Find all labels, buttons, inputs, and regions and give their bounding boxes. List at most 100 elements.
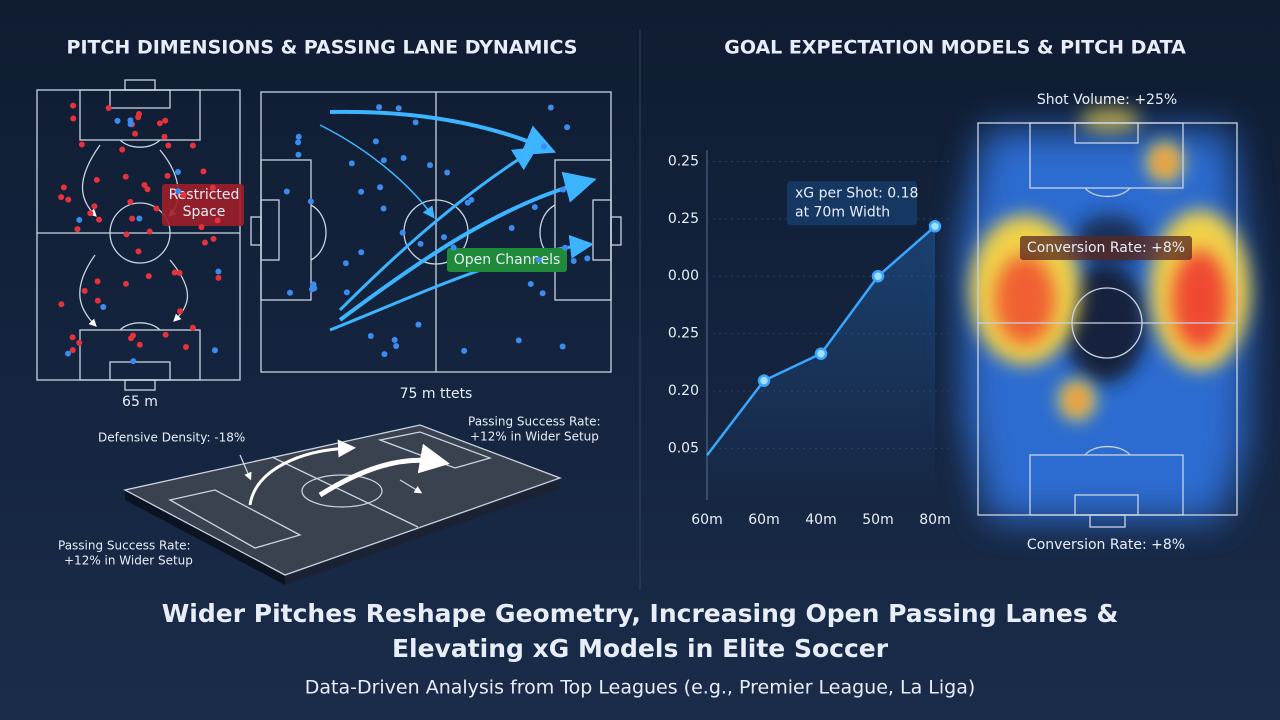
passing-top-2: +12% in Wider Setup — [470, 430, 599, 444]
player-dot — [128, 335, 135, 342]
perspective-pitch — [123, 424, 562, 585]
player-dot — [146, 228, 153, 235]
player-dot — [76, 216, 83, 223]
x-tick-label: 80m — [919, 512, 950, 528]
player-dot — [153, 205, 160, 212]
point — [871, 269, 885, 283]
player-dot — [180, 191, 187, 198]
player-dot — [342, 260, 349, 267]
y-tick-label: 0.05 — [668, 440, 699, 456]
player-dot — [562, 244, 569, 251]
player-dot — [527, 281, 534, 288]
x-tick-label: 60m — [691, 512, 722, 528]
player-dot — [380, 157, 387, 164]
player-dot — [70, 102, 77, 109]
passing-bottom-2: +12% in Wider Setup — [64, 554, 193, 568]
y-tick-label: 0.25 — [668, 326, 699, 342]
player-dot — [198, 224, 205, 231]
player-dot — [295, 139, 302, 146]
player-dot — [165, 142, 172, 149]
y-tick-label: 0.00 — [668, 268, 699, 284]
player-dot — [376, 104, 383, 111]
player-dot — [399, 229, 406, 236]
headline-2: Elevating xG Models in Elite Soccer — [392, 634, 889, 663]
player-dot — [189, 324, 196, 331]
player-dot — [441, 234, 448, 241]
player-dot — [105, 104, 112, 111]
conversion-box — [1020, 236, 1192, 260]
area — [707, 226, 935, 501]
player-dot — [78, 141, 85, 148]
player-dot — [141, 182, 148, 189]
player-dot — [164, 172, 171, 179]
annotation: xG per Shot: 0.18 — [795, 185, 918, 201]
player-dot — [461, 347, 468, 354]
player-dot — [531, 204, 538, 211]
player-dot — [358, 249, 365, 256]
player-dot — [559, 343, 566, 350]
headline-1: Wider Pitches Reshape Geometry, Increasi… — [162, 599, 1119, 628]
restricted-label: Restricted Space — [169, 187, 240, 220]
player-dot — [539, 290, 546, 297]
player-dot — [415, 321, 422, 328]
player-dot — [162, 117, 169, 124]
player-dot — [444, 169, 451, 176]
player-dot — [310, 281, 317, 288]
point — [928, 220, 942, 233]
y-tick-label: 0.25 — [668, 153, 699, 169]
right-title: GOAL EXPECTATION MODELS & PITCH DATA — [724, 37, 1186, 59]
player-dot — [94, 278, 101, 285]
player-dot — [307, 198, 314, 205]
player-dot — [380, 205, 387, 212]
player-dot — [60, 184, 67, 191]
player-dot — [156, 120, 163, 127]
player-dot — [122, 173, 129, 180]
passing-top-1: Passing Success Rate: — [468, 415, 601, 429]
conversion-bottom: Conversion Rate: +8% — [1027, 537, 1185, 553]
player-dot — [136, 215, 143, 222]
player-dot — [174, 169, 181, 176]
player-dot — [130, 358, 137, 365]
player-dot — [135, 114, 142, 121]
player-dot — [69, 347, 76, 354]
player-dot — [177, 308, 184, 315]
x-tick-label: 40m — [805, 512, 836, 528]
player-dot — [295, 151, 302, 158]
player-dot — [210, 235, 217, 242]
player-dot — [70, 115, 77, 122]
subtitle: Data-Driven Analysis from Top Leagues (e… — [305, 677, 976, 699]
player-dot — [114, 117, 121, 124]
player-dot — [468, 196, 475, 203]
player-dot — [412, 119, 419, 126]
y-tick-label: 0.25 — [668, 211, 699, 227]
player-dot — [100, 303, 107, 310]
x-tick-label: 60m — [748, 512, 779, 528]
player-dot — [391, 336, 398, 343]
player-dot — [176, 269, 183, 276]
player-dot — [201, 239, 208, 246]
player-dot — [144, 186, 151, 193]
player-dot — [93, 176, 100, 183]
player-dot — [515, 337, 522, 344]
player-dot — [450, 244, 457, 251]
player-dot — [584, 255, 591, 262]
passing-bottom-1: Passing Success Rate: — [58, 539, 191, 553]
player-dot — [547, 104, 554, 111]
player-dot — [395, 105, 402, 112]
player-dot — [215, 268, 222, 275]
player-dot — [127, 117, 134, 124]
player-dot — [69, 334, 76, 341]
annotation-box — [787, 181, 917, 226]
player-dot — [417, 240, 424, 247]
open-box — [447, 248, 567, 272]
point — [814, 347, 828, 360]
player-dot — [58, 194, 65, 201]
player-dot — [209, 184, 216, 191]
player-dot — [358, 188, 365, 195]
player-dot — [122, 280, 129, 287]
player-dot — [58, 301, 65, 308]
player-dot — [286, 289, 293, 296]
left-title: PITCH DIMENSIONS & PASSING LANE DYNAMICS — [67, 37, 578, 59]
player-dot — [132, 130, 139, 137]
